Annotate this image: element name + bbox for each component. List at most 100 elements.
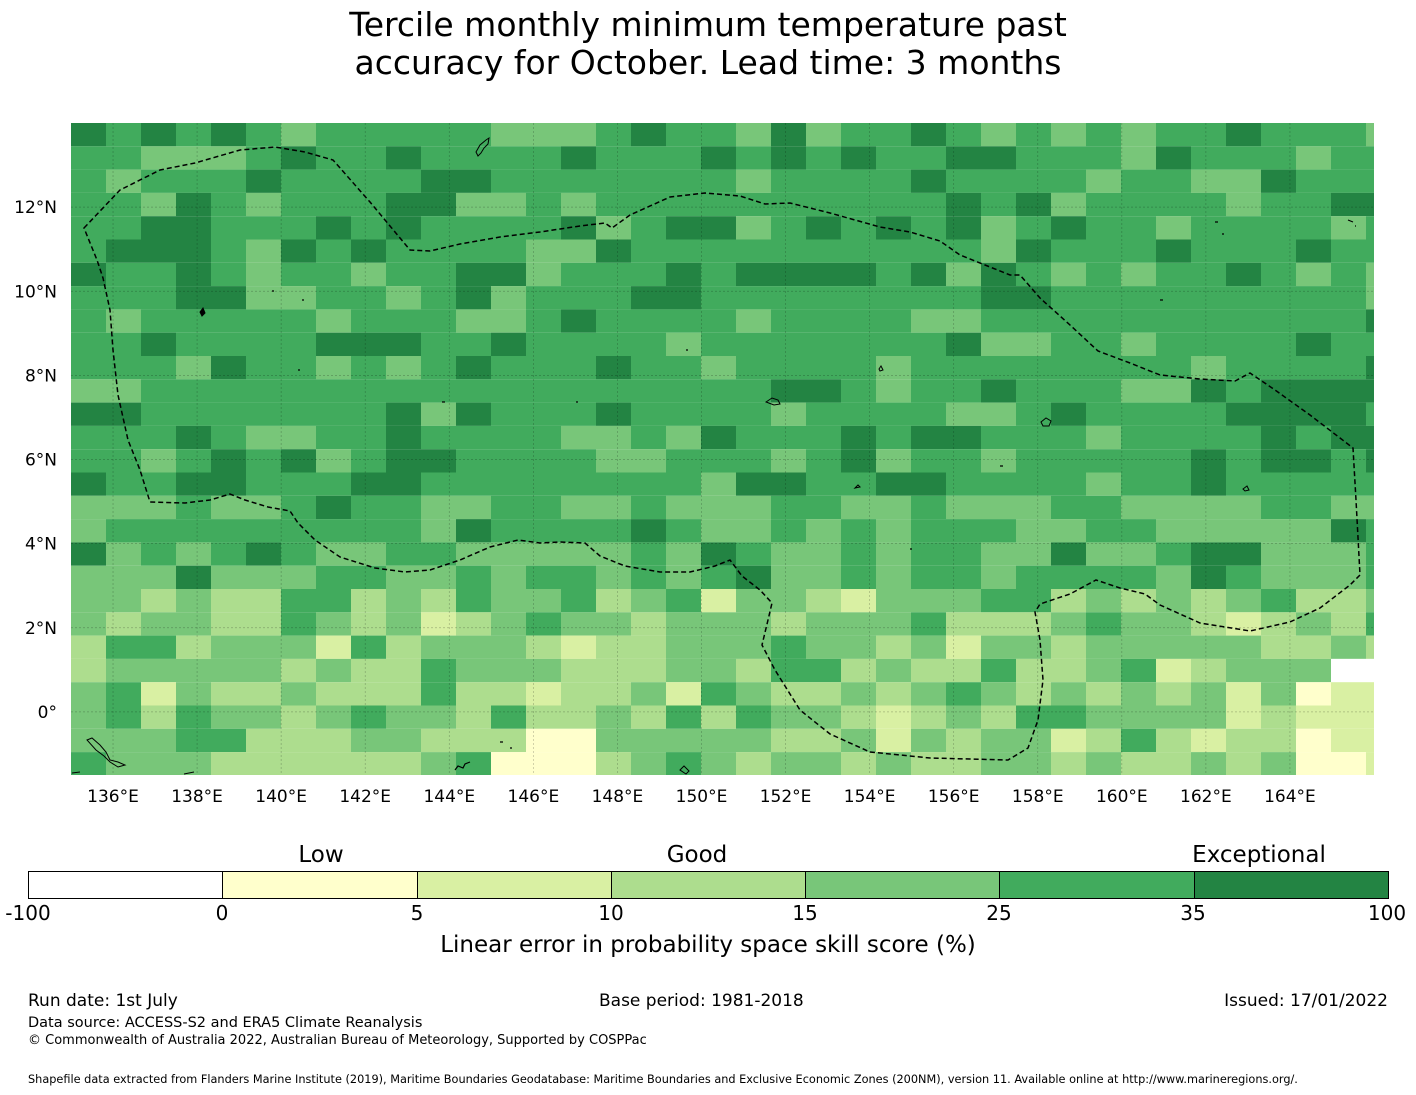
skill-cell [596,495,631,520]
skill-cell [211,565,246,589]
skill-cell [1051,635,1086,659]
skill-cell [841,658,876,683]
skill-cell [526,192,561,217]
skill-cell [596,146,631,170]
skill-cell [771,472,806,496]
skill-cell [71,169,106,193]
skill-cell [1226,472,1261,496]
skill-cell [876,286,911,310]
skill-cell [176,379,211,403]
skill-cell [771,449,806,473]
skill-cell [316,472,351,496]
skill-cell [1016,425,1051,450]
skill-cell [1121,402,1156,426]
skill-cell [771,658,806,683]
skill-cell [666,635,701,659]
skill-cell [456,169,491,193]
skill-cell [1261,262,1296,287]
skill-cell [876,402,911,426]
skill-cell [211,192,246,217]
skill-cell [176,192,211,217]
skill-cell [1051,752,1086,775]
skill-cell [1296,169,1331,193]
longitude-tick-label: 160°E [1096,787,1148,807]
skill-cell [421,472,456,496]
skill-cell [1366,286,1374,310]
skill-cell [386,682,421,706]
skill-cell [1086,542,1121,566]
skill-cell [1156,216,1191,240]
skill-cell [631,635,666,659]
skill-cell [1331,542,1366,566]
skill-cell [876,589,911,613]
skill-cell [946,356,981,380]
skill-cell [666,612,701,636]
skill-cell [771,752,806,775]
skill-cell [1121,658,1156,683]
skill-cell [211,332,246,356]
skill-cell [1016,752,1051,775]
skill-cell [1051,542,1086,566]
skill-cell [141,216,176,240]
skill-cell [596,682,631,706]
skill-cell [1296,635,1331,659]
skill-cell [316,612,351,636]
skill-cell [211,635,246,659]
skill-cell [841,589,876,613]
skill-cell [1366,705,1374,729]
skill-cell [946,169,981,193]
skill-cell [596,589,631,613]
skill-cell [1226,589,1261,613]
skill-cell [1086,332,1121,356]
skill-cell [1086,239,1121,263]
skill-cell [946,262,981,287]
skill-cell [981,379,1016,403]
skill-cell [806,542,841,566]
skill-cell [106,379,141,403]
skill-cell [281,286,316,310]
skill-cell [1226,635,1261,659]
skill-cell [281,495,316,520]
skill-cell [876,309,911,333]
skill-cell [211,728,246,753]
skill-cell [596,425,631,450]
skill-cell [456,635,491,659]
skill-cell [1121,356,1156,380]
skill-cell [631,589,666,613]
skill-cell [1331,472,1366,496]
skill-cell [106,728,141,753]
skill-cell [211,216,246,240]
skill-cell [1226,495,1261,520]
skill-cell [666,705,701,729]
skill-cell [1051,495,1086,520]
skill-cell [841,402,876,426]
skill-cell [1331,123,1366,147]
skill-cell [491,332,526,356]
skill-cell [631,239,666,263]
skill-cell [701,425,736,450]
skill-cell [1191,169,1226,193]
skill-cell [946,705,981,729]
skill-cell [561,216,596,240]
longitude-tick-label: 162°E [1180,787,1232,807]
skill-cell [876,542,911,566]
skill-cell [386,146,421,170]
skill-cell [841,472,876,496]
skill-cell [246,612,281,636]
skill-cell [1296,495,1331,520]
skill-cell [71,216,106,240]
skill-cell [1331,495,1366,520]
skill-cell [456,449,491,473]
skill-cell [561,262,596,287]
skill-cell [246,425,281,450]
skill-cell [316,286,351,310]
skill-cell [561,356,596,380]
skill-cell [491,565,526,589]
skill-cell [841,286,876,310]
skill-cell [1296,309,1331,333]
skill-cell [666,519,701,543]
skill-cell [1191,589,1226,613]
skill-cell [631,356,666,380]
skill-cell [771,309,806,333]
skill-cell [666,565,701,589]
